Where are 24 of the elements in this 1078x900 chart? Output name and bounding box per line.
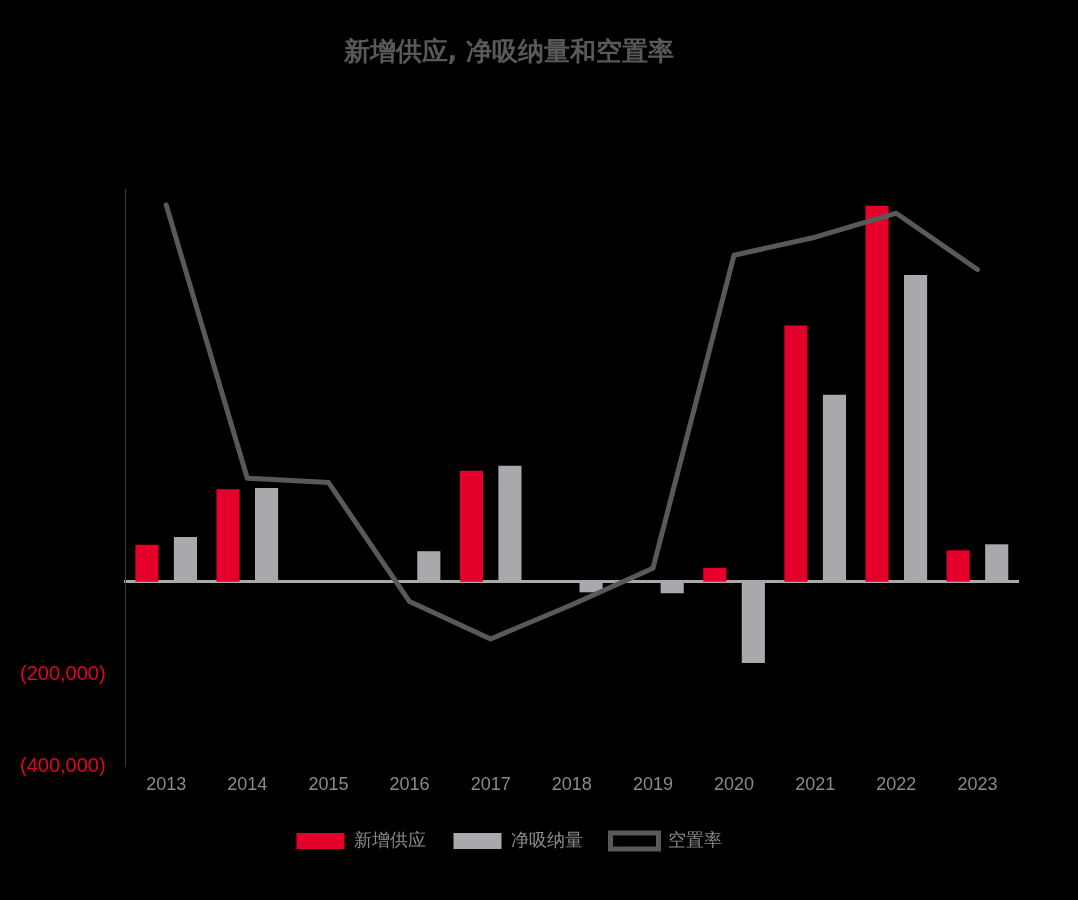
x-tick-label: 2016: [389, 774, 430, 795]
legend-label: 新增供应: [353, 828, 426, 850]
x-tick-label: 2019: [632, 774, 673, 795]
bar: [216, 489, 240, 582]
bar: [135, 544, 159, 582]
bar: [459, 470, 483, 582]
bar: [865, 205, 889, 582]
x-tick-label: 2014: [227, 774, 268, 795]
x-tick-label: 2013: [146, 774, 187, 795]
x-tick-label: 2015: [308, 774, 349, 795]
x-tick-label: 2021: [795, 774, 836, 795]
legend-label: 空置率: [667, 828, 722, 850]
y-tick-label: (200,000): [19, 661, 106, 684]
x-tick-label: 2022: [876, 774, 917, 795]
bar: [946, 550, 970, 582]
x-tick-label: 2020: [714, 774, 755, 795]
x-tick-label: 2018: [551, 774, 592, 795]
x-tick-label: 2023: [957, 774, 998, 795]
legend-label: 净吸纳量: [510, 828, 583, 850]
x-tick-label: 2017: [470, 774, 511, 795]
bar: [703, 567, 727, 582]
bar: [784, 325, 808, 582]
y-tick-label: (400,000): [19, 753, 106, 776]
chart-title: 新增供应, 净吸纳量和空置率: [342, 36, 675, 67]
